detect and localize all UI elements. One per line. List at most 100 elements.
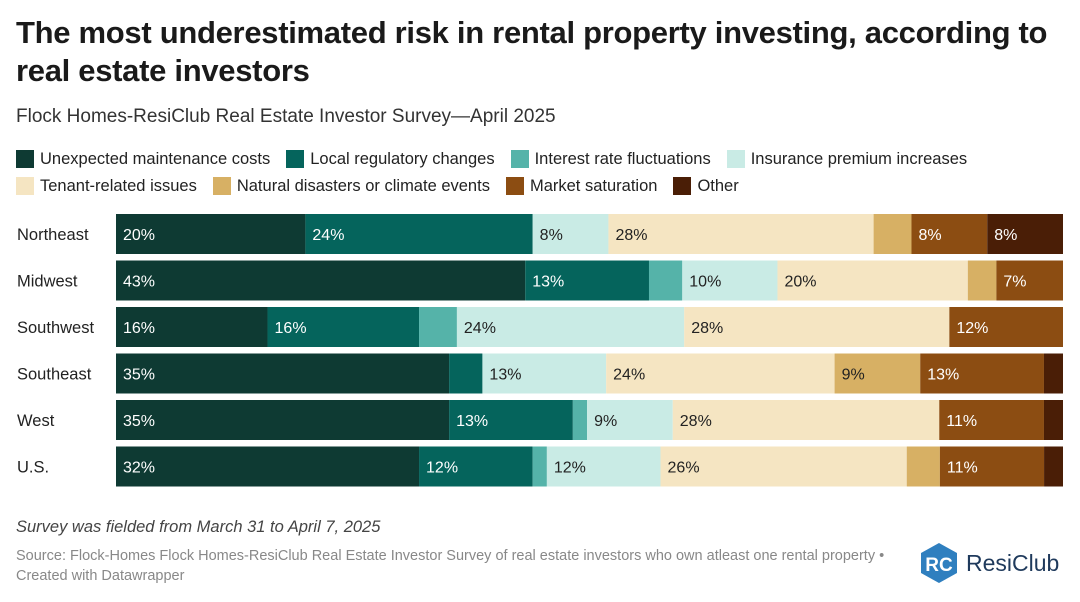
bar-southeast-local-regulatory-changes (449, 353, 483, 394)
bar-midwest-tenant-related-issues (777, 260, 968, 301)
logo-mark-text: RC (925, 555, 953, 576)
bar-midwest-insurance-premium-increases (682, 260, 778, 301)
legend-row-1: Unexpected maintenance costs Local regul… (16, 147, 1066, 171)
legend-swatch-other (673, 177, 692, 195)
bar-u-s-unexpected-maintenance-costs (116, 446, 420, 487)
bar-west-other (1043, 400, 1063, 440)
data-label-west-tenant-related-issues: 28% (680, 413, 712, 430)
resiclub-logo: RC ResiClub (918, 542, 1059, 584)
bar-southwest-local-regulatory-changes (267, 307, 420, 347)
bar-u-s-market-saturation (939, 446, 1045, 487)
bar-northeast-local-regulatory-changes (305, 214, 533, 254)
bar-southwest-insurance-premium-increases (456, 307, 685, 347)
data-label-southeast-market-saturation: 13% (927, 367, 959, 384)
data-label-southwest-local-regulatory-changes: 16% (275, 320, 307, 337)
bar-west-local-regulatory-changes (449, 400, 573, 440)
bar-midwest-unexpected-maintenance-costs (116, 260, 526, 301)
bar-southeast-market-saturation (920, 353, 1044, 394)
data-label-southeast-tenant-related-issues: 24% (613, 367, 645, 384)
bar-southeast-other (1043, 353, 1063, 394)
legend-label-other: Other (697, 176, 739, 195)
bar-west-tenant-related-issues (672, 400, 940, 440)
data-label-west-insurance-premium-increases: 9% (594, 413, 617, 430)
legend-item-saturation: Market saturation (505, 176, 658, 196)
legend-swatch-insurance (726, 150, 745, 168)
data-label-west-market-saturation: 11% (946, 413, 977, 430)
data-label-southeast-insurance-premium-increases: 13% (489, 367, 521, 384)
legend-label-regulatory: Local regulatory changes (310, 149, 495, 168)
legend-item-disasters: Natural disasters or climate events (212, 176, 490, 196)
bar-u-s-tenant-related-issues (660, 446, 907, 487)
bar-southwest-interest-rate-fluctuations (419, 307, 457, 347)
legend-label-tenant: Tenant-related issues (40, 176, 197, 195)
bar-northeast-market-saturation (911, 214, 988, 254)
stacked-bar-chart: Northeast 20% 24% 8% 28% 8% 8% Midwest 43% 13% 10%… (17, 214, 1063, 487)
category-label-midwest: Midwest (17, 273, 78, 291)
data-label-midwest-market-saturation: 7% (1003, 274, 1026, 291)
bar-midwest-interest-rate-fluctuations (648, 260, 683, 301)
legend-item-interest: Interest rate fluctuations (510, 149, 711, 169)
data-label-southwest-tenant-related-issues: 28% (691, 320, 723, 337)
bar-southwest-market-saturation (949, 307, 1063, 347)
bar-west-interest-rate-fluctuations (572, 400, 588, 440)
bar-northeast-other (987, 214, 1063, 254)
bar-west-insurance-premium-increases (587, 400, 673, 440)
legend-row-2: Tenant-related issues Natural disasters … (16, 174, 1066, 198)
data-label-northeast-local-regulatory-changes: 24% (312, 227, 344, 244)
legend-label-maintenance: Unexpected maintenance costs (40, 149, 271, 168)
data-label-west-unexpected-maintenance-costs: 35% (123, 413, 155, 430)
data-label-northeast-tenant-related-issues: 28% (615, 227, 647, 244)
bar-southwest-tenant-related-issues (684, 307, 950, 347)
data-label-midwest-tenant-related-issues: 20% (784, 274, 816, 291)
data-label-u-s-unexpected-maintenance-costs: 32% (123, 460, 155, 477)
bar-u-s-other (1044, 446, 1063, 487)
data-label-northeast-insurance-premium-increases: 8% (540, 227, 563, 244)
chart-subtitle: Flock Homes-ResiClub Real Estate Investo… (16, 106, 556, 127)
legend: Unexpected maintenance costs Local regul… (16, 147, 1066, 201)
chart-title: The most underestimated risk in rental p… (16, 15, 1048, 88)
data-label-southeast-natural-disasters-or-climate-events: 9% (842, 367, 865, 384)
bar-midwest-local-regulatory-changes (525, 260, 649, 301)
data-label-southwest-insurance-premium-increases: 24% (464, 320, 496, 337)
legend-swatch-disasters (212, 177, 231, 195)
legend-item-other: Other (673, 176, 739, 196)
bar-northeast-insurance-premium-increases (532, 214, 609, 254)
legend-swatch-saturation (505, 177, 524, 195)
data-label-u-s-insurance-premium-increases: 12% (554, 460, 586, 477)
legend-item-insurance: Insurance premium increases (726, 149, 968, 169)
data-label-u-s-tenant-related-issues: 26% (668, 460, 700, 477)
legend-label-interest: Interest rate fluctuations (534, 149, 711, 168)
category-label-southwest: Southwest (17, 319, 94, 337)
data-label-u-s-market-saturation: 11% (947, 460, 978, 477)
source-text: Source: Flock-Homes Flock Homes-ResiClub… (16, 548, 885, 584)
data-label-southwest-unexpected-maintenance-costs: 16% (123, 320, 155, 337)
legend-swatch-tenant (16, 177, 34, 195)
bar-midwest-market-saturation (996, 260, 1063, 301)
category-label-southeast: Southeast (17, 366, 92, 384)
legend-item-tenant: Tenant-related issues (16, 177, 197, 196)
bar-southeast-unexpected-maintenance-costs (116, 353, 450, 394)
category-label-northeast: Northeast (17, 226, 89, 244)
bar-southeast-insurance-premium-increases (482, 353, 607, 394)
bar-midwest-natural-disasters-or-climate-events (967, 260, 997, 301)
bar-southwest-unexpected-maintenance-costs (116, 307, 268, 347)
category-label-west: West (17, 412, 55, 430)
legend-swatch-regulatory (286, 150, 305, 168)
bar-u-s-local-regulatory-changes (419, 446, 533, 487)
resiclub-logo-icon: RC (921, 543, 957, 583)
bar-southeast-natural-disasters-or-climate-events (834, 353, 921, 394)
legend-swatch-maintenance (16, 150, 34, 168)
bar-u-s-interest-rate-fluctuations (532, 446, 547, 487)
legend-label-insurance: Insurance premium increases (750, 149, 968, 168)
data-label-u-s-local-regulatory-changes: 12% (426, 460, 458, 477)
data-label-northeast-market-saturation: 8% (918, 227, 941, 244)
bar-northeast-tenant-related-issues (608, 214, 874, 254)
bar-southeast-tenant-related-issues (606, 353, 835, 394)
legend-label-disasters: Natural disasters or climate events (236, 176, 490, 195)
bar-west-unexpected-maintenance-costs (116, 400, 450, 440)
data-label-northeast-unexpected-maintenance-costs: 20% (123, 227, 155, 244)
legend-item-regulatory: Local regulatory changes (286, 149, 495, 169)
data-label-west-local-regulatory-changes: 13% (456, 413, 488, 430)
legend-label-saturation: Market saturation (529, 176, 658, 195)
bar-u-s-insurance-premium-increases (546, 446, 661, 487)
